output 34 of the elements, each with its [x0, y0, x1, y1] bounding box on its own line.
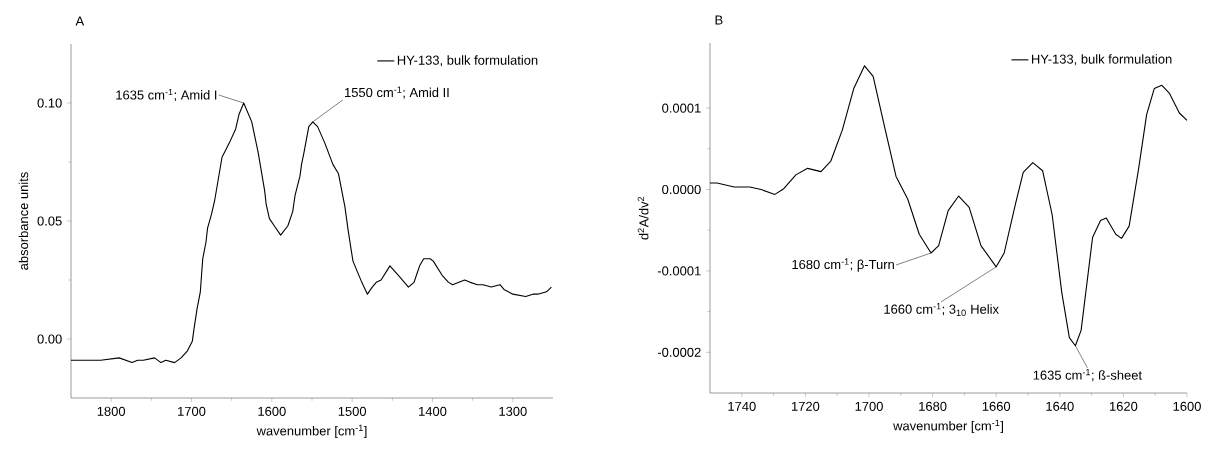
chart-title: A	[75, 16, 85, 26]
x-axis-title: wavenumber [cm$^{-1}$]	[256, 424, 367, 439]
x-tick-label: 1720	[791, 401, 820, 411]
annotation: 1660 cm$^{-1}$; 3$_{10}$ Helix	[884, 303, 999, 316]
x-tick-label: 1700	[178, 406, 206, 416]
x-tick-label: 1700	[855, 401, 883, 411]
y-tick-label: 0.00	[37, 334, 62, 344]
annotation: 1550 cm$^{-1}$; Amid II	[345, 86, 449, 99]
y-axis-title: absorbance units	[18, 172, 29, 270]
legend-label: HY-133, bulk formulation	[397, 55, 538, 67]
annotation: 1680 cm$^{-1}$; β-Turn	[792, 258, 894, 272]
y-tick-label: 0.0001	[662, 103, 701, 113]
x-tick-label: 1600	[258, 406, 286, 416]
y-tick-label: 0.10	[37, 98, 62, 108]
x-axis-title: wavenumber [cm$^{-1}$]	[893, 419, 1003, 434]
annotation: 1635 cm$^{-1}$; Amid I	[116, 88, 217, 102]
x-tick-label: 1300	[499, 406, 527, 416]
y-tick-label: -0.0002	[657, 347, 701, 357]
x-tick-label: 1660	[982, 401, 1011, 411]
x-tick-label: 1740	[728, 401, 756, 411]
x-tick-label: 1640	[1046, 401, 1074, 411]
legend-label: HY-133, bulk formulation	[1032, 54, 1172, 66]
x-tick-label: 1600	[1173, 401, 1201, 411]
chart-title: B	[715, 15, 723, 25]
x-tick-label: 1620	[1109, 401, 1138, 411]
x-tick-label: 1400	[419, 406, 447, 416]
x-tick-label: 1500	[338, 406, 367, 416]
x-tick-label: 1680	[919, 401, 947, 411]
y-tick-label: 0.0000	[662, 184, 701, 195]
y-tick-label: -0.0001	[657, 266, 701, 276]
y-tick-label: 0.05	[37, 216, 62, 226]
x-tick-label: 1800	[97, 406, 126, 416]
y-axis-title: d$^{2}$A/dv$^{2}$	[637, 196, 649, 240]
annotation: 1635 cm$^{-1}$; ß-sheet	[1033, 369, 1142, 382]
